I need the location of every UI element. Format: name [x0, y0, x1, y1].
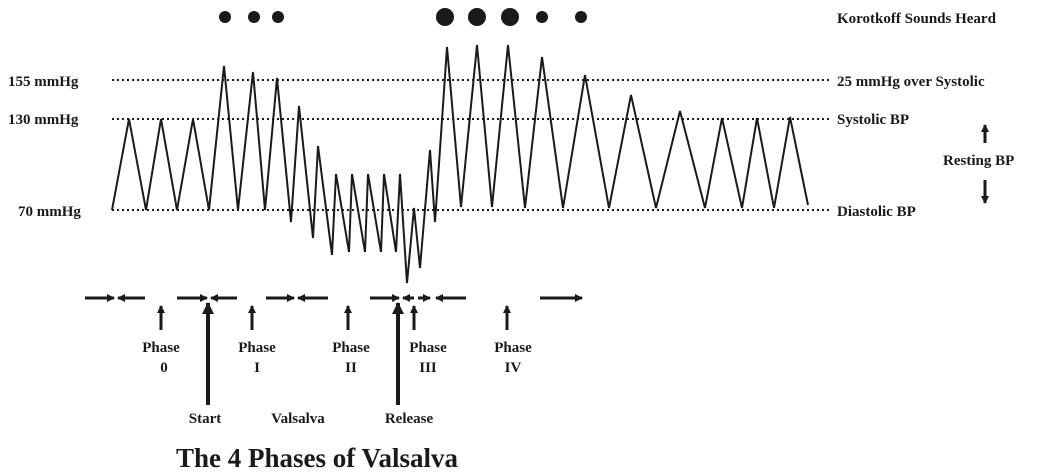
korotkoff-dot: [436, 8, 454, 26]
phase-1-label: Phase: [238, 340, 276, 356]
korotkoff-dot: [468, 8, 486, 26]
korotkoff-dot: [219, 11, 231, 23]
korotkoff-dot: [575, 11, 587, 23]
high-pressure-right-label: 25 mmHg over Systolic: [837, 74, 985, 90]
phase-4-number: IV: [505, 360, 522, 376]
resting-bp-label: Resting BP: [943, 153, 1014, 169]
korotkoff-dots: [219, 8, 587, 26]
diastolic-left-label: 70 mmHg: [18, 204, 81, 220]
phase-3-label: Phase: [409, 340, 447, 356]
diastolic-right-label: Diastolic BP: [837, 204, 916, 220]
phase-0-label: Phase: [142, 340, 180, 356]
valsalva-label: Valsalva: [271, 411, 325, 427]
korotkoff-dot: [272, 11, 284, 23]
korotkoff-dot: [536, 11, 548, 23]
korotkoff-dot: [501, 8, 519, 26]
phase-0-number: 0: [160, 360, 168, 376]
phase-4-label: Phase: [494, 340, 532, 356]
high-pressure-left-label: 155 mmHg: [8, 74, 79, 90]
phase-1-number: I: [254, 360, 260, 376]
korotkoff-dot: [248, 11, 260, 23]
phase-2-number: II: [345, 360, 357, 376]
phase-arrows: [157, 305, 511, 330]
blood-pressure-waveform: [111, 44, 809, 284]
release-label: Release: [385, 411, 434, 427]
korotkoff-label: Korotkoff Sounds Heard: [837, 11, 997, 27]
systolic-left-label: 130 mmHg: [8, 112, 79, 128]
phase-3-number: III: [419, 360, 437, 376]
diagram-title: The 4 Phases of Valsalva: [176, 443, 459, 472]
start-label: Start: [189, 411, 222, 427]
systolic-right-label: Systolic BP: [837, 112, 909, 128]
phase-2-label: Phase: [332, 340, 370, 356]
